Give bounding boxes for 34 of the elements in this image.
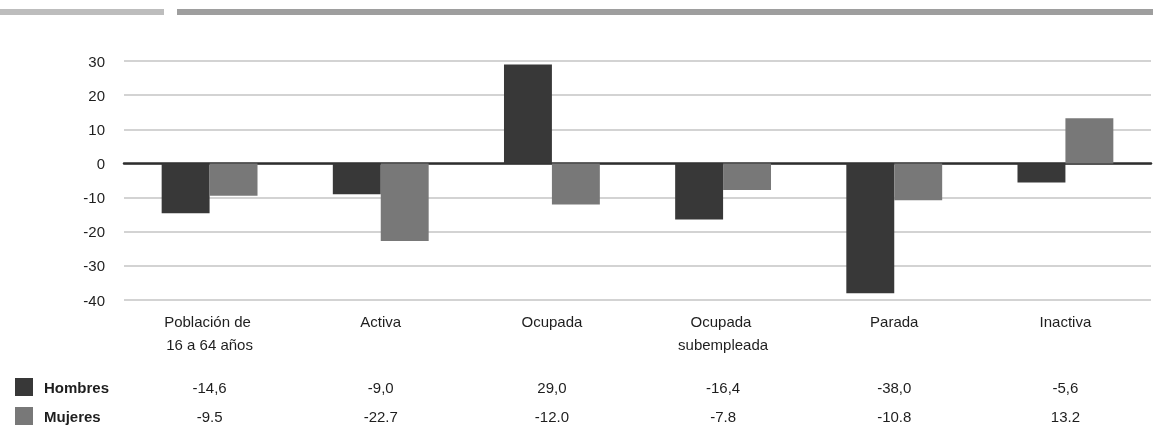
bar bbox=[1065, 118, 1114, 164]
y-tick-label: 10 bbox=[88, 120, 105, 138]
data-label: -9.5 bbox=[196, 407, 223, 425]
data-label: -5,6 bbox=[1052, 378, 1079, 396]
data-label: -9,0 bbox=[367, 378, 394, 396]
legend-label: Hombres bbox=[44, 378, 110, 396]
data-label: -38,0 bbox=[877, 378, 912, 396]
x-tick-label: Inactiva bbox=[1039, 313, 1092, 330]
x-tick-label: Ocupada bbox=[521, 313, 584, 330]
x-tick-label: Población de 16 a 64 años bbox=[164, 313, 256, 353]
data-label: -12.0 bbox=[534, 407, 570, 425]
data-label: -22.7 bbox=[363, 407, 398, 425]
y-tick-label: -30 bbox=[83, 257, 105, 275]
bar bbox=[551, 163, 600, 205]
y-tick-label: -20 bbox=[83, 223, 105, 241]
bar bbox=[209, 163, 258, 196]
data-label: -14,6 bbox=[192, 378, 227, 396]
y-tick-label: 30 bbox=[88, 52, 105, 70]
y-tick-label: 20 bbox=[88, 86, 105, 104]
bar bbox=[723, 163, 772, 191]
x-tick-label: Parada bbox=[870, 313, 920, 330]
x-tick-label: Activa bbox=[360, 313, 402, 330]
bar bbox=[894, 163, 943, 201]
data-label: -7.8 bbox=[710, 407, 737, 425]
bar bbox=[380, 163, 429, 241]
y-tick-label: -40 bbox=[83, 291, 105, 309]
data-label: -16,4 bbox=[705, 378, 741, 396]
x-tick-label: Ocupada subempleada bbox=[678, 313, 769, 353]
legend-label: Mujeres bbox=[44, 407, 101, 425]
data-label: -10.8 bbox=[877, 407, 912, 425]
data-label: 29,0 bbox=[537, 378, 567, 396]
y-tick-label: -10 bbox=[83, 189, 105, 207]
data-label: 13.2 bbox=[1050, 407, 1081, 425]
y-tick-label: 0 bbox=[96, 154, 105, 172]
